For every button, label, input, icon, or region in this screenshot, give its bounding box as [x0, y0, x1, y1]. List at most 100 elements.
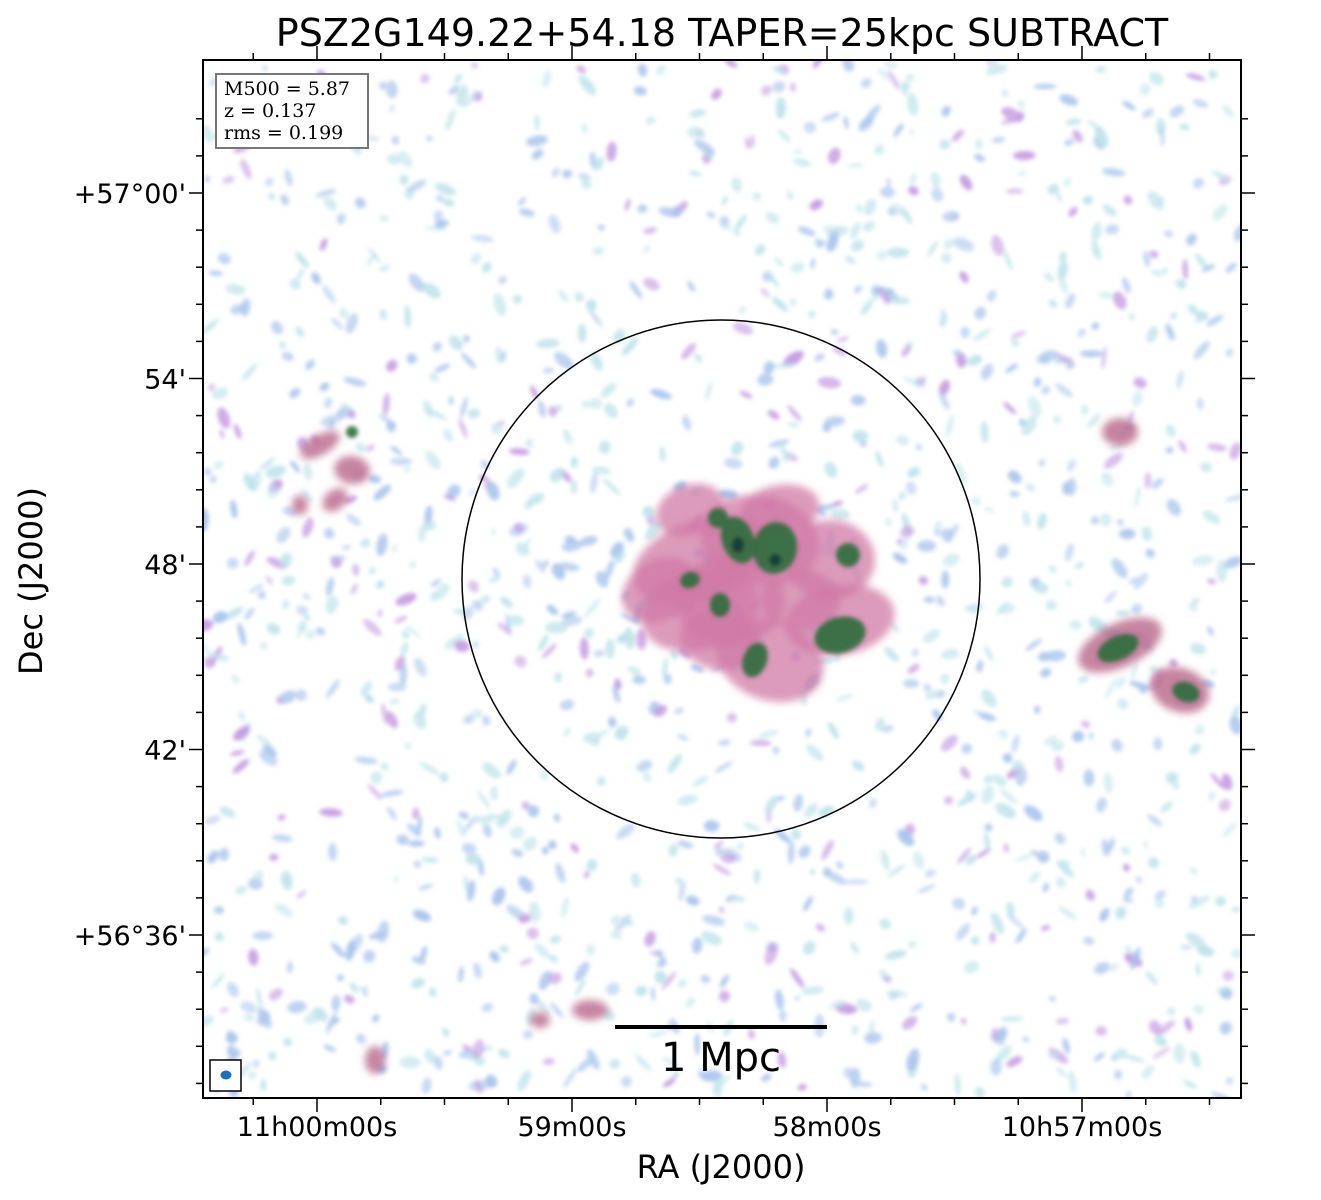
noise-blob — [463, 815, 478, 833]
noise-blob — [711, 88, 722, 100]
noise-blob — [379, 214, 390, 223]
noise-blob — [1178, 440, 1187, 453]
noise-blob — [1113, 1070, 1123, 1080]
noise-blob — [815, 923, 826, 932]
noise-blob — [289, 388, 301, 399]
noise-blob — [448, 85, 459, 95]
noise-blob — [1064, 138, 1075, 146]
noise-blob — [1165, 446, 1174, 454]
noise-blob — [212, 611, 228, 624]
noise-blob — [805, 728, 812, 737]
noise-blob — [1017, 100, 1026, 109]
noise-blob — [1122, 277, 1131, 294]
noise-blob — [367, 784, 383, 800]
noise-blob — [761, 1073, 772, 1082]
noise-blob — [772, 81, 786, 93]
source-emission — [322, 488, 348, 512]
noise-blob — [1122, 896, 1134, 903]
noise-blob — [453, 73, 463, 84]
noise-blob — [1072, 730, 1085, 743]
noise-blob — [1001, 107, 1023, 123]
noise-blob — [749, 740, 772, 746]
noise-blob — [548, 214, 561, 234]
noise-blob — [346, 513, 361, 526]
noise-blob — [1223, 556, 1241, 569]
noise-blob — [1037, 850, 1050, 864]
noise-blob — [760, 85, 772, 96]
noise-blob — [1229, 442, 1241, 460]
noise-blob — [315, 627, 326, 636]
noise-blob — [1201, 264, 1216, 273]
noise-blob — [302, 593, 311, 600]
noise-blob — [634, 1054, 652, 1072]
noise-blob — [685, 997, 696, 1008]
noise-blob — [1079, 350, 1104, 358]
noise-blob — [394, 615, 408, 623]
noise-blob — [714, 761, 733, 774]
noise-blob — [1193, 1004, 1204, 1015]
noise-blob — [662, 657, 668, 678]
noise-blob — [972, 497, 981, 506]
noise-blob — [998, 729, 1009, 740]
noise-blob — [1066, 459, 1076, 472]
noise-blob — [581, 178, 592, 190]
noise-blob — [903, 678, 920, 689]
noise-blob — [597, 224, 605, 231]
noise-blob — [933, 527, 943, 537]
noise-blob — [421, 1077, 432, 1094]
noise-blob — [586, 858, 598, 872]
noise-blob — [244, 607, 255, 620]
noise-blob — [424, 1049, 436, 1064]
noise-blob — [259, 641, 268, 650]
info-box: M500 = 5.87 z = 0.137 rms = 0.199 — [215, 73, 369, 149]
noise-blob — [507, 468, 525, 489]
cluster-core — [710, 593, 730, 617]
noise-blob — [822, 867, 832, 877]
noise-blob — [402, 629, 410, 640]
noise-blob — [843, 1067, 854, 1079]
noise-blob — [526, 927, 539, 940]
noise-blob — [832, 346, 847, 356]
noise-blob — [352, 563, 360, 576]
noise-blob — [768, 439, 790, 448]
noise-blob — [960, 326, 970, 339]
noise-blob — [302, 517, 314, 538]
noise-blob — [243, 1014, 255, 1022]
noise-blob — [871, 286, 881, 295]
noise-blob — [1185, 932, 1207, 949]
noise-blob — [549, 935, 562, 944]
noise-blob — [231, 674, 240, 684]
noise-blob — [1054, 755, 1064, 773]
noise-blob — [1048, 299, 1058, 308]
noise-blob — [436, 194, 444, 203]
noise-blob — [854, 484, 869, 494]
noise-blob — [730, 441, 744, 456]
noise-blob — [645, 116, 656, 125]
noise-blob — [632, 675, 647, 685]
noise-blob — [1104, 677, 1118, 699]
noise-blob — [599, 729, 609, 736]
cluster-emission — [680, 609, 760, 671]
noise-blob — [858, 115, 874, 132]
noise-blob — [644, 931, 656, 947]
noise-blob — [1230, 948, 1241, 959]
noise-blob — [204, 175, 211, 183]
noise-blob — [1101, 168, 1126, 177]
noise-blob — [971, 906, 978, 916]
noise-blob — [203, 467, 212, 476]
noise-blob — [847, 163, 864, 168]
noise-blob — [825, 871, 847, 885]
cluster-core — [708, 508, 728, 528]
noise-blob — [588, 309, 603, 328]
noise-blob — [1033, 705, 1041, 714]
noise-blob — [1154, 898, 1165, 908]
noise-blob — [990, 1058, 1002, 1076]
noise-blob — [1103, 772, 1113, 794]
noise-blob — [883, 976, 892, 982]
noise-blob — [1123, 887, 1134, 898]
noise-blob — [354, 756, 378, 765]
noise-blob — [296, 890, 307, 899]
noise-blob — [518, 208, 535, 217]
noise-blob — [1037, 512, 1047, 530]
noise-blob — [676, 794, 698, 806]
